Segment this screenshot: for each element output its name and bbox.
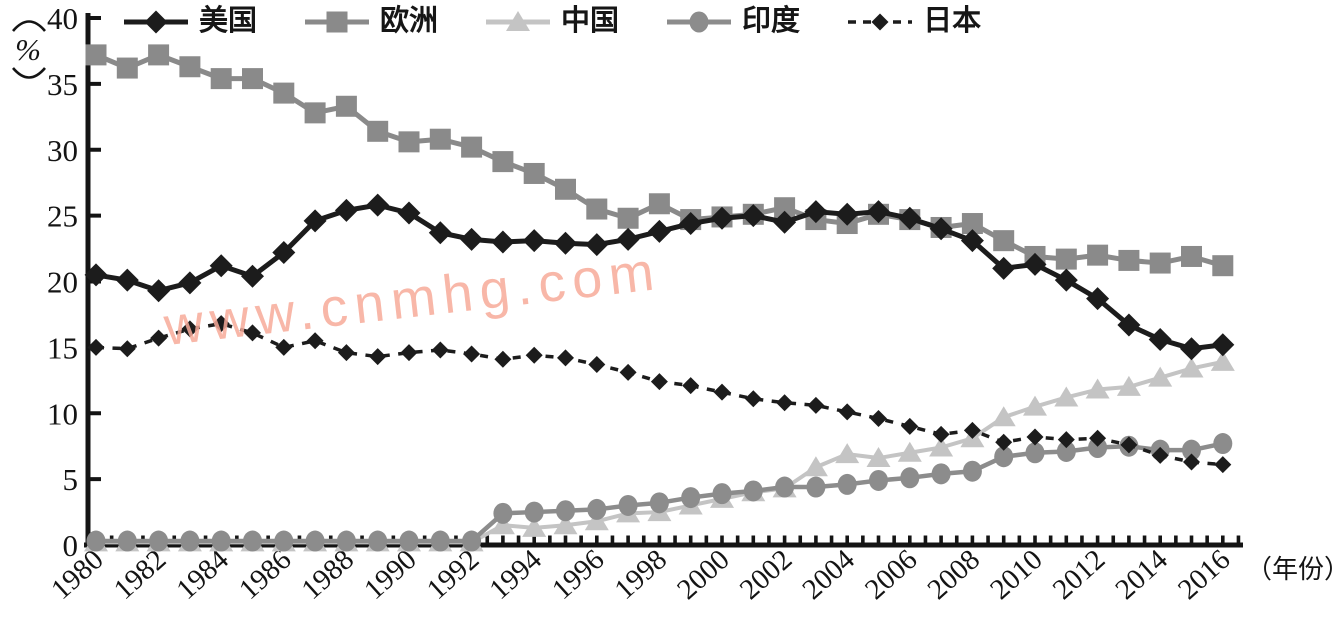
svg-text:15: 15 [47, 330, 78, 365]
svg-text:2010: 2010 [984, 543, 1049, 606]
svg-text:1990: 1990 [358, 543, 423, 606]
svg-text:1988: 1988 [296, 543, 361, 606]
legend-item-china: 中国 [484, 4, 619, 38]
legend-label-india: 印度 [742, 4, 801, 37]
svg-text:1996: 1996 [546, 543, 611, 606]
svg-text:2008: 2008 [922, 543, 987, 606]
svg-text:1980: 1980 [45, 543, 110, 606]
svg-text:1986: 1986 [233, 543, 298, 606]
legend-marker-china-triangle-icon [486, 11, 551, 31]
legend-label-china: 中国 [561, 4, 620, 37]
svg-text:1984: 1984 [170, 543, 235, 606]
svg-text:%: % [15, 32, 41, 67]
svg-text:1992: 1992 [421, 543, 486, 606]
legend-marker-india-circle-icon [667, 11, 732, 33]
legend-item-europe: 欧洲 [303, 4, 438, 38]
legend-marker-europe-square-icon [305, 11, 370, 33]
svg-text:1982: 1982 [108, 543, 173, 606]
svg-text:0: 0 [63, 528, 79, 563]
svg-text:10: 10 [47, 396, 78, 431]
svg-text:2006: 2006 [859, 543, 924, 606]
svg-text:1994: 1994 [483, 543, 548, 606]
svg-text:20: 20 [47, 265, 78, 300]
svg-text:25: 25 [47, 199, 78, 234]
svg-text:2000: 2000 [671, 543, 736, 606]
svg-text:5: 5 [63, 462, 79, 497]
legend-item-india: 印度 [665, 4, 800, 38]
legend-marker-japan-dashed-diamond-icon [848, 13, 913, 31]
svg-text:40: 40 [47, 1, 78, 36]
legend: 美国 欧洲 中国 印度 日本 [122, 4, 981, 38]
legend-label-usa: 美国 [199, 4, 258, 37]
legend-marker-usa-diamond-icon [124, 10, 188, 34]
svg-text:2014: 2014 [1109, 543, 1174, 606]
svg-text:2012: 2012 [1047, 543, 1112, 606]
svg-text:1998: 1998 [609, 543, 674, 606]
legend-item-usa: 美国 [122, 4, 257, 38]
legend-item-japan: 日本 [846, 4, 981, 38]
legend-label-japan: 日本 [923, 4, 982, 37]
svg-text:35: 35 [47, 67, 78, 102]
svg-text:2004: 2004 [796, 543, 861, 606]
svg-text:30: 30 [47, 133, 78, 168]
legend-label-europe: 欧洲 [380, 4, 439, 37]
svg-text:2016: 2016 [1172, 543, 1237, 606]
svg-text:2002: 2002 [734, 543, 799, 606]
svg-text:（年份）: （年份） [1246, 555, 1342, 584]
